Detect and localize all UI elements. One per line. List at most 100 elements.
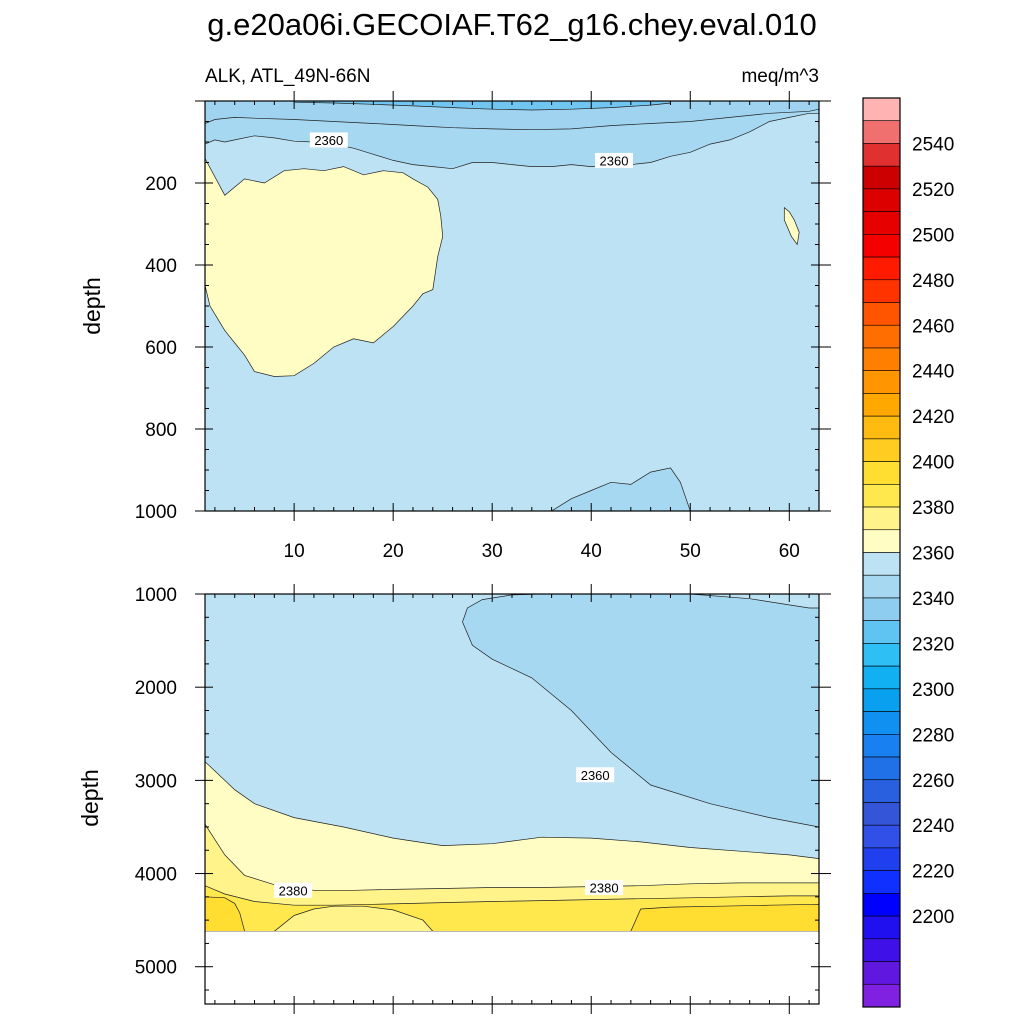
contour-label: 2360 bbox=[576, 767, 615, 783]
missing-data-area bbox=[205, 931, 819, 1004]
colorbar-swatch bbox=[862, 983, 901, 1008]
colorbar-swatch bbox=[862, 484, 901, 508]
colorbar-label: 2260 bbox=[912, 771, 954, 792]
x-tick-label: 10 bbox=[284, 541, 305, 562]
bottom-panel-frame bbox=[204, 593, 820, 1005]
colorbar-label: 2400 bbox=[912, 453, 954, 474]
colorbar-label: 2460 bbox=[912, 316, 954, 337]
colorbar-label: 2360 bbox=[912, 544, 954, 565]
top-panel-left-title: ALK, ATL_49N-66N bbox=[205, 66, 370, 87]
contour-label: 2380 bbox=[585, 880, 624, 896]
colorbar-swatch bbox=[862, 188, 901, 212]
colorbar-label: 2200 bbox=[912, 907, 954, 928]
colorbar-swatch bbox=[862, 324, 901, 349]
colorbar-swatch bbox=[862, 552, 901, 576]
colorbar-swatch bbox=[862, 302, 901, 326]
contour-region-deep-low-bump bbox=[550, 467, 691, 511]
colorbar-swatch bbox=[862, 620, 901, 644]
colorbar-swatch bbox=[862, 415, 901, 440]
figure-title: g.e20a06i.GECOIAF.T62_g16.chey.eval.010 bbox=[207, 7, 816, 42]
colorbar-swatch bbox=[862, 574, 901, 599]
colorbar-swatch bbox=[862, 733, 901, 758]
colorbar-swatch bbox=[862, 824, 901, 849]
contour-label-text: 2360 bbox=[581, 768, 610, 783]
y-tick-label: 1000 bbox=[135, 585, 177, 606]
x-tick-label: 30 bbox=[482, 541, 503, 562]
contour-label-bg bbox=[595, 152, 634, 168]
colorbar-swatch bbox=[862, 711, 901, 735]
colorbar-swatch bbox=[862, 211, 901, 235]
colorbar-swatch bbox=[862, 938, 901, 962]
colorbar-swatch bbox=[862, 279, 901, 303]
colorbar-label: 2420 bbox=[912, 407, 954, 428]
colorbar-swatch bbox=[862, 461, 901, 485]
contour-region-high-alk-tongue bbox=[205, 158, 444, 377]
colorbar-swatch bbox=[862, 165, 901, 190]
colorbar-swatch bbox=[862, 347, 901, 372]
bottom-contour-labels: 2360 2380 2380 bbox=[274, 767, 624, 898]
contour-label-text: 2380 bbox=[590, 881, 619, 896]
colorbar-swatch bbox=[862, 870, 901, 894]
y-tick-label: 400 bbox=[145, 256, 177, 277]
colorbar-swatch bbox=[862, 97, 901, 122]
colorbar-swatch bbox=[862, 779, 901, 803]
colorbar-label: 2280 bbox=[912, 725, 954, 746]
colorbar-swatch bbox=[862, 438, 901, 462]
x-tick-label: 50 bbox=[680, 541, 701, 562]
colorbar-label: 2340 bbox=[912, 589, 954, 610]
top-contour-labels: 2360 2360 bbox=[309, 132, 634, 168]
contour-label: 2380 bbox=[274, 882, 313, 898]
colorbar-swatch bbox=[862, 665, 901, 690]
contour-label-text: 2360 bbox=[600, 153, 629, 168]
contour-label-bg bbox=[576, 767, 615, 783]
colorbar-swatch bbox=[862, 120, 901, 144]
colorbar-label: 2320 bbox=[912, 634, 954, 655]
top-axis-ticks: 10 20 30 40 50 60 200 400 600 800 1000 bbox=[135, 91, 831, 562]
y-tick-label: 600 bbox=[145, 338, 177, 359]
contour-label: 2360 bbox=[595, 152, 634, 168]
bottom-axis-ticks: 1000 2000 3000 4000 5000 bbox=[135, 584, 831, 1014]
colorbar-label: 2300 bbox=[912, 680, 954, 701]
colorbar-label: 2220 bbox=[912, 862, 954, 883]
colorbar-swatch bbox=[862, 915, 901, 940]
colorbar-swatch bbox=[862, 143, 901, 167]
colorbar-label: 2480 bbox=[912, 271, 954, 292]
colorbar-label: 2500 bbox=[912, 225, 954, 246]
colorbar-swatch bbox=[862, 961, 901, 985]
y-tick-label: 200 bbox=[145, 174, 177, 195]
colorbar-swatch bbox=[862, 802, 901, 826]
contour-label-bg bbox=[309, 132, 348, 148]
colorbar-frame bbox=[862, 97, 901, 1008]
contour-label-text: 2380 bbox=[279, 883, 308, 898]
y-tick-label: 5000 bbox=[135, 958, 177, 979]
top-panel-frame bbox=[204, 100, 820, 512]
contour-region-surface-band-inner bbox=[205, 101, 819, 131]
contour-region-bottom-pocket-west bbox=[205, 896, 246, 932]
x-tick-label: 40 bbox=[581, 541, 602, 562]
colorbar-swatch bbox=[862, 370, 901, 394]
colorbar-swatch bbox=[862, 393, 901, 417]
colorbar-label: 2520 bbox=[912, 180, 954, 201]
contour-label-bg bbox=[274, 882, 313, 898]
colorbar-swatch bbox=[862, 529, 901, 553]
colorbar-swatch bbox=[862, 847, 901, 871]
contour-label-text: 2360 bbox=[314, 133, 343, 148]
colorbar-swatch bbox=[862, 688, 901, 712]
y-tick-label: 2000 bbox=[135, 678, 177, 699]
colorbar-label: 2240 bbox=[912, 816, 954, 837]
colorbar-swatch bbox=[862, 893, 901, 917]
y-tick-label: 1000 bbox=[135, 502, 177, 523]
top-contour-fills bbox=[205, 101, 819, 511]
top-y-axis-label: depth bbox=[79, 277, 105, 335]
colorbar: 2540 2520 2500 2480 2460 2440 2420 2400 2380 2360… bbox=[862, 97, 954, 1008]
contour-region-bottom-pocket-east bbox=[630, 903, 819, 932]
x-tick-label: 60 bbox=[779, 541, 800, 562]
colorbar-swatch bbox=[862, 256, 901, 281]
colorbar-swatch bbox=[862, 756, 901, 781]
y-tick-label: 800 bbox=[145, 420, 177, 441]
colorbar-swatch bbox=[862, 234, 901, 258]
colorbar-label: 2380 bbox=[912, 498, 954, 519]
y-tick-label: 4000 bbox=[135, 865, 177, 886]
x-tick-label: 20 bbox=[383, 541, 404, 562]
